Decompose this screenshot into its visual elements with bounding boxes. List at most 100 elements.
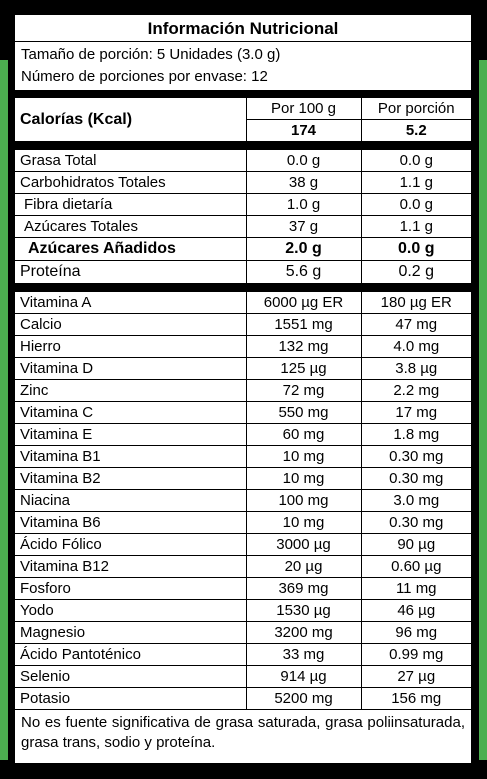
nutrient-per100: 914 µg xyxy=(245,665,362,688)
nutrient-per100: 20 µg xyxy=(245,555,362,578)
nutrient-per100: 1.0 g xyxy=(245,193,362,216)
nutrient-portion: 0.0 g xyxy=(360,150,471,172)
table-row: Yodo 1530 µg 46 µg xyxy=(15,599,471,622)
calories-header-row: Calorías (Kcal) Por 100 g Por porción xyxy=(15,98,471,142)
nutrient-name: Vitamina B1 xyxy=(15,445,247,468)
nutrient-portion: 17 mg xyxy=(360,401,471,424)
nutrient-name: Niacina xyxy=(15,489,247,512)
nutrient-portion: 0.99 mg xyxy=(360,643,471,666)
nutrient-name: Azúcares Totales xyxy=(15,215,247,238)
per100-header: Por 100 g xyxy=(245,98,362,120)
nutrient-name: Vitamina B6 xyxy=(15,511,247,534)
nutrient-name: Vitamina B12 xyxy=(15,555,247,578)
nutrient-portion: 0.30 mg xyxy=(360,511,471,534)
nutrient-per100: 72 mg xyxy=(245,379,362,402)
table-row: Fibra dietaría 1.0 g 0.0 g xyxy=(15,193,471,216)
table-row: Magnesio 3200 mg 96 mg xyxy=(15,621,471,644)
green-accent-right xyxy=(479,60,487,760)
nutrient-per100: 6000 µg ER xyxy=(245,292,362,314)
nutrient-name: Vitamina A xyxy=(15,292,247,314)
nutrient-name: Fosforo xyxy=(15,577,247,600)
nutrient-portion: 46 µg xyxy=(360,599,471,622)
nutrient-portion: 27 µg xyxy=(360,665,471,688)
table-row: Proteína 5.6 g 0.2 g xyxy=(15,260,471,284)
nutrient-name: Ácido Fólico xyxy=(15,533,247,556)
nutrient-portion: 1.1 g xyxy=(360,215,471,238)
calories-per100: 174 xyxy=(246,119,362,142)
nutrient-portion: 1.1 g xyxy=(360,171,471,194)
nutrient-portion: 180 µg ER xyxy=(360,292,471,314)
serving-info: Tamaño de porción: 5 Unidades (3.0 g) Nú… xyxy=(15,42,471,90)
nutrient-name: Potasio xyxy=(15,687,247,710)
table-row: Vitamina C 550 mg 17 mg xyxy=(15,401,471,424)
nutrient-per100: 550 mg xyxy=(245,401,362,424)
nutrient-portion: 3.0 mg xyxy=(360,489,471,512)
table-row: Vitamina B2 10 mg 0.30 mg xyxy=(15,467,471,490)
servings-per-container: Número de porciones por envase: 12 xyxy=(21,68,268,85)
nutrient-portion: 0.0 g xyxy=(360,237,471,261)
nutrient-name: Fibra dietaría xyxy=(15,193,247,216)
nutrient-name: Zinc xyxy=(15,379,247,402)
nutrient-portion: 47 mg xyxy=(360,313,471,336)
nutrient-name: Magnesio xyxy=(15,621,247,644)
macros-table: Grasa Total 0.0 g 0.0 g Carbohidratos To… xyxy=(15,150,471,284)
nutrient-name: Vitamina B2 xyxy=(15,467,247,490)
thick-divider xyxy=(15,90,471,98)
nutrient-portion: 0.0 g xyxy=(360,193,471,216)
nutrient-per100: 60 mg xyxy=(245,423,362,446)
table-row: Ácido Pantoténico 33 mg 0.99 mg xyxy=(15,643,471,666)
nutrient-per100: 33 mg xyxy=(245,643,362,666)
table-row: Niacina 100 mg 3.0 mg xyxy=(15,489,471,512)
serving-size: Tamaño de porción: 5 Unidades (3.0 g) xyxy=(21,46,281,63)
nutrient-name: Vitamina E xyxy=(15,423,247,446)
table-row: Hierro 132 mg 4.0 mg xyxy=(15,335,471,358)
calories-label: Calorías (Kcal) xyxy=(15,98,247,142)
table-row: Zinc 72 mg 2.2 mg xyxy=(15,379,471,402)
nutrient-name: Proteína xyxy=(15,260,247,284)
nutrient-name: Hierro xyxy=(15,335,247,358)
thick-divider xyxy=(15,284,471,292)
calories-table: Calorías (Kcal) Por 100 g Por porción 17… xyxy=(15,98,471,142)
nutrient-name: Yodo xyxy=(15,599,247,622)
nutrient-per100: 10 mg xyxy=(245,467,362,490)
nutrient-per100: 125 µg xyxy=(245,357,362,380)
table-row: Azúcares Añadidos 2.0 g 0.0 g xyxy=(15,237,471,261)
nutrient-per100: 3000 µg xyxy=(245,533,362,556)
nutrient-per100: 2.0 g xyxy=(245,237,362,261)
nutrient-per100: 37 g xyxy=(245,215,362,238)
table-row: Azúcares Totales 37 g 1.1 g xyxy=(15,215,471,238)
calories-values-row: 174 5.2 xyxy=(15,119,471,142)
footnote: No es fuente significativa de grasa satu… xyxy=(21,714,465,751)
nutrient-portion: 4.0 mg xyxy=(360,335,471,358)
nutrient-per100: 132 mg xyxy=(245,335,362,358)
nutrient-portion: 0.30 mg xyxy=(360,467,471,490)
nutrient-portion: 1.8 mg xyxy=(360,423,471,446)
nutrient-per100: 3200 mg xyxy=(245,621,362,644)
nutrient-portion: 96 mg xyxy=(360,621,471,644)
table-row: Vitamina D 125 µg 3.8 µg xyxy=(15,357,471,380)
calories-portion: 5.2 xyxy=(360,119,471,142)
table-row: Vitamina E 60 mg 1.8 mg xyxy=(15,423,471,446)
table-row: Vitamina B12 20 µg 0.60 µg xyxy=(15,555,471,578)
table-row: Grasa Total 0.0 g 0.0 g xyxy=(15,150,471,172)
nutrient-name: Grasa Total xyxy=(15,150,247,172)
nutrient-portion: 2.2 mg xyxy=(360,379,471,402)
table-row: Potasio 5200 mg 156 mg xyxy=(15,687,471,710)
nutrition-label: Información Nutricional Tamaño de porció… xyxy=(13,13,473,765)
nutrient-per100: 10 mg xyxy=(245,511,362,534)
thick-divider xyxy=(15,142,471,150)
table-row: Vitamina A 6000 µg ER 180 µg ER xyxy=(15,292,471,314)
portion-header: Por porción xyxy=(360,98,471,120)
nutrient-per100: 38 g xyxy=(245,171,362,194)
nutrient-portion: 11 mg xyxy=(360,577,471,600)
nutrient-name: Azúcares Añadidos xyxy=(15,237,247,261)
nutrient-per100: 5.6 g xyxy=(245,260,362,284)
table-row: Selenio 914 µg 27 µg xyxy=(15,665,471,688)
green-accent-left xyxy=(0,60,8,760)
table-row: Vitamina B6 10 mg 0.30 mg xyxy=(15,511,471,534)
nutrient-name: Calcio xyxy=(15,313,247,336)
table-row: Vitamina B1 10 mg 0.30 mg xyxy=(15,445,471,468)
table-row: Carbohidratos Totales 38 g 1.1 g xyxy=(15,171,471,194)
nutrient-per100: 5200 mg xyxy=(245,687,362,710)
nutrient-name: Vitamina C xyxy=(15,401,247,424)
